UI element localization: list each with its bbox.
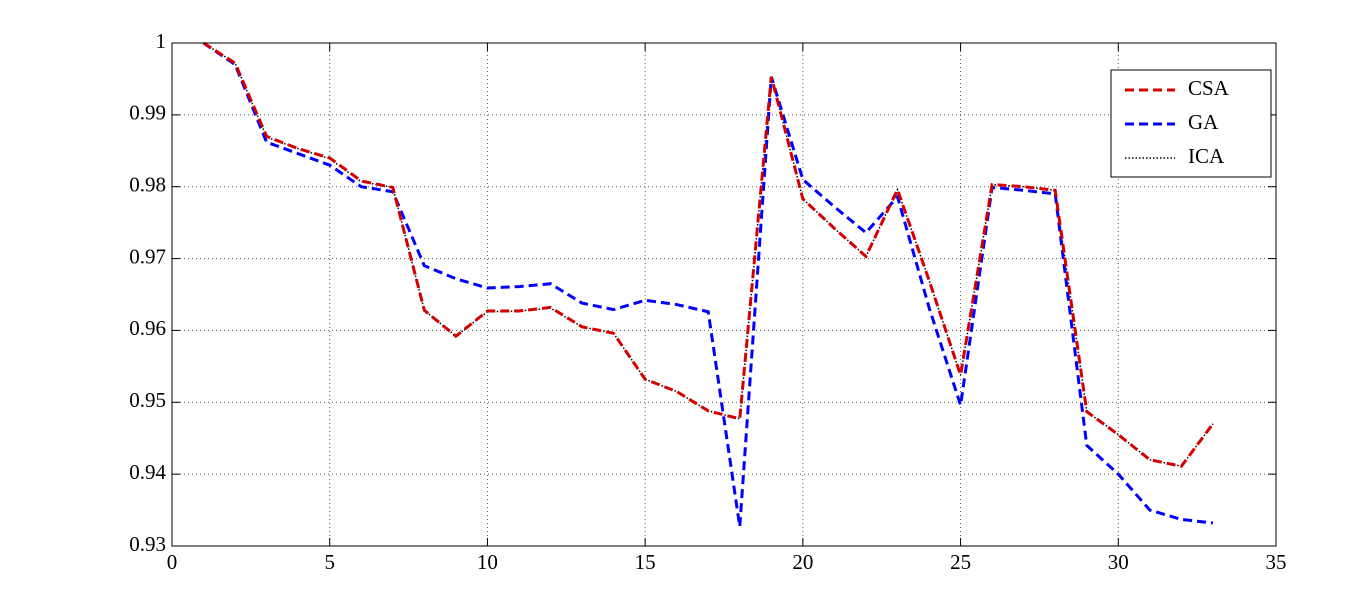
legend-label: GA [1188,110,1219,134]
y-tick-label: 1 [156,29,167,53]
series-line [202,41,1215,468]
y-tick-label: 0.97 [129,244,166,268]
axes-box [171,42,1277,547]
x-tick-label: 35 [1266,550,1287,574]
y-tick-label: 0.96 [129,316,166,340]
y-tick-label: 0.98 [129,173,166,197]
plot-area [172,43,1276,546]
series-line [202,41,1214,527]
legend-label: CSA [1188,76,1230,100]
x-tick-label: 15 [635,550,656,574]
x-tick-label: 30 [1108,550,1129,574]
x-tick-label: 25 [950,550,971,574]
y-tick-label: 0.93 [129,532,166,556]
x-tick-label: 20 [792,550,813,574]
x-tick-label: 5 [324,550,335,574]
legend: CSA GA ICA [1110,69,1272,178]
y-tick-label: 0.94 [129,460,166,484]
legend-label: ICA [1188,144,1225,168]
x-tick-label: 0 [167,550,178,574]
y-tick-label: 0.95 [129,388,166,412]
legend-box [1110,69,1272,178]
y-tick-label: 0.99 [129,101,166,125]
x-tick-label: 10 [477,550,498,574]
